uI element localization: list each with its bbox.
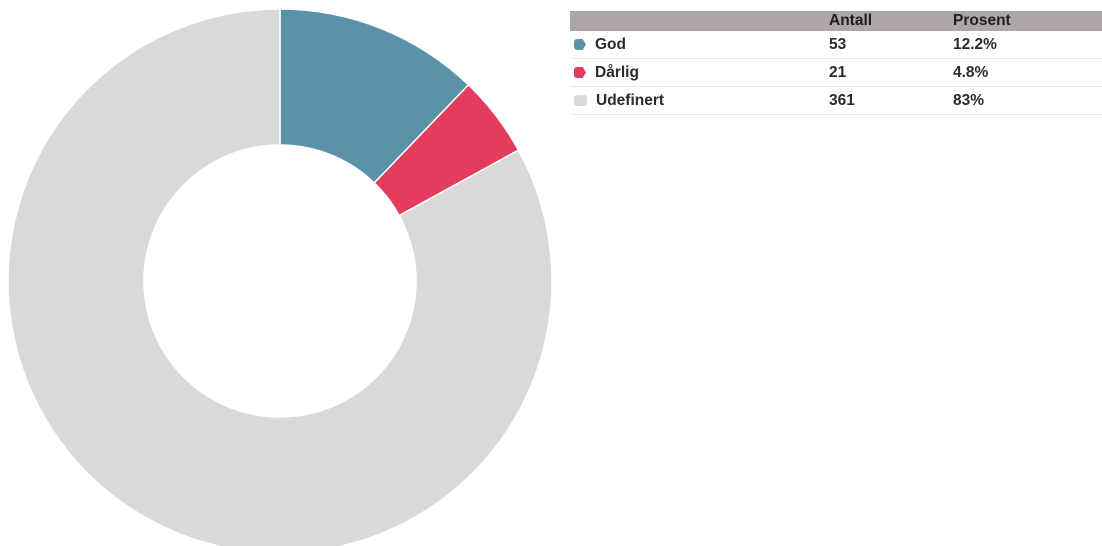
donut-slice-udefinert	[7, 8, 553, 546]
header-percent: Prosent	[953, 12, 1011, 29]
row-percent: 12.2%	[953, 31, 1102, 59]
table-row: God 53 12.2%	[570, 31, 1102, 59]
legend-table: Antall Prosent God 53 12.2% Dårlig 21	[570, 11, 1102, 115]
header-count: Antall	[829, 12, 873, 29]
row-percent: 83%	[953, 86, 1102, 115]
row-count: 53	[829, 31, 953, 59]
row-percent: 4.8%	[953, 58, 1102, 87]
row-label: Udefinert	[596, 92, 665, 109]
tag-icon	[574, 67, 586, 78]
row-count: 21	[829, 58, 953, 87]
square-icon	[574, 95, 587, 106]
table-row: Udefinert 361 83%	[570, 86, 1102, 115]
donut-chart	[7, 8, 553, 546]
row-label: God	[595, 36, 626, 53]
table-row: Dårlig 21 4.8%	[570, 58, 1102, 87]
header-name	[570, 11, 829, 31]
tag-icon	[574, 39, 586, 50]
donut-slice-god	[279, 8, 470, 185]
row-label: Dårlig	[595, 64, 639, 81]
table-header-row: Antall Prosent	[570, 11, 1102, 31]
row-count: 361	[829, 86, 953, 115]
